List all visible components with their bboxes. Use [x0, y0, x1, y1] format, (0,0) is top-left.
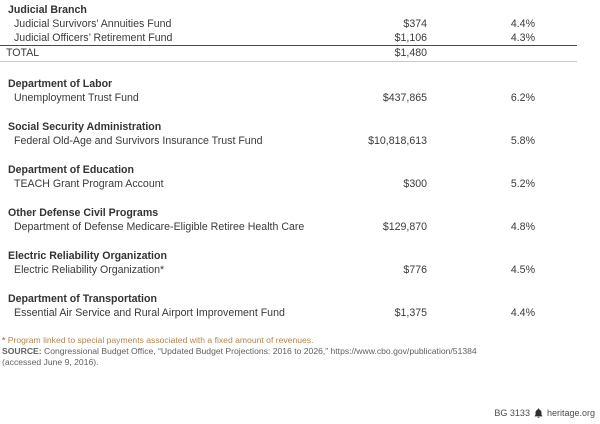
table-row: Judicial Survivors’ Annuities Fund $374 … [0, 17, 577, 31]
fund-percent: 4.3% [510, 32, 535, 44]
table-row: Federal Old-Age and Survivors Insurance … [0, 134, 577, 148]
fund-percent: 5.2% [510, 178, 535, 190]
table-row: Essential Air Service and Rural Airport … [0, 306, 577, 320]
fund-percent: 4.4% [510, 307, 535, 319]
fund-percent: 4.5% [510, 264, 535, 276]
section-other-defense-civil-programs: Other Defense Civil Programs Department … [0, 206, 577, 234]
section-department-of-transportation: Department of Transportation Essential A… [0, 292, 577, 320]
section-department-of-labor: Department of Labor Unemployment Trust F… [0, 77, 577, 105]
table-row: Unemployment Trust Fund $437,865 6.2% [0, 91, 577, 105]
section-header: Judicial Branch [8, 4, 87, 16]
asterisk-footnote-text: Program linked to special payments assoc… [5, 335, 314, 345]
table-row: Department of Defense Medicare-Eligible … [0, 220, 577, 234]
total-label: TOTAL [6, 47, 40, 59]
total-percent-empty [427, 46, 535, 61]
fund-percent: 4.4% [510, 18, 535, 30]
footnotes-block: * Program linked to special payments ass… [0, 335, 577, 368]
section-header: Social Security Administration [8, 121, 162, 133]
fund-amount: $300 [403, 178, 427, 190]
fund-amount: $1,375 [394, 307, 427, 319]
total-row: TOTAL $1,480 [0, 45, 577, 62]
section-social-security-administration: Social Security Administration Federal O… [0, 120, 577, 148]
section-judicial-branch: Judicial Branch Judicial Survivors’ Annu… [0, 3, 577, 62]
fund-label: Electric Reliability Organization* [14, 264, 165, 276]
section-header: Electric Reliability Organization [8, 250, 167, 262]
funds-table: Judicial Branch Judicial Survivors’ Annu… [0, 3, 577, 368]
fund-label: Unemployment Trust Fund [14, 92, 139, 104]
section-header: Department of Labor [8, 78, 113, 90]
section-electric-reliability-organization: Electric Reliability Organization Electr… [0, 249, 577, 277]
source-label: SOURCE: [2, 346, 42, 356]
source-text: Congressional Budget Office, “Updated Bu… [41, 346, 477, 356]
fund-amount: $374 [403, 18, 427, 30]
site-label: heritage.org [546, 408, 595, 418]
table-row: Judicial Officers’ Retirement Fund $1,10… [0, 31, 577, 45]
fund-amount: $129,870 [382, 221, 427, 233]
source-footnote: SOURCE: Congressional Budget Office, “Up… [2, 346, 577, 357]
fund-label: TEACH Grant Program Account [14, 178, 164, 190]
total-amount: $1,480 [394, 47, 427, 59]
fund-amount: $10,818,613 [368, 135, 427, 147]
fund-percent: 4.8% [510, 221, 535, 233]
table-row: Electric Reliability Organization* $776 … [0, 263, 577, 277]
fund-label: Federal Old-Age and Survivors Insurance … [14, 135, 263, 147]
source-footnote-line2: (accessed June 9, 2016). [2, 357, 99, 367]
section-department-of-education: Department of Education TEACH Grant Prog… [0, 163, 577, 191]
asterisk-footnote: * Program linked to special payments ass… [2, 335, 577, 346]
section-header: Department of Transportation [8, 293, 157, 305]
fund-amount: $776 [403, 264, 427, 276]
document-id: BG 3133 [494, 408, 530, 418]
fund-label: Judicial Officers’ Retirement Fund [14, 32, 173, 44]
section-header: Department of Education [8, 164, 134, 176]
fund-percent: 6.2% [510, 92, 535, 104]
section-header: Other Defense Civil Programs [8, 207, 159, 219]
figure-footer: BG 3133 heritage.org [494, 408, 595, 418]
fund-label: Department of Defense Medicare-Eligible … [14, 221, 307, 233]
fund-amount: $437,865 [382, 92, 427, 104]
fund-percent: 5.8% [510, 135, 535, 147]
heritage-bell-icon [534, 408, 543, 418]
asterisk-marker: * [2, 335, 6, 345]
fund-amount: $1,106 [394, 32, 427, 44]
table-row: TEACH Grant Program Account $300 5.2% [0, 177, 577, 191]
fund-label: Essential Air Service and Rural Airport … [14, 307, 285, 319]
fund-label: Judicial Survivors’ Annuities Fund [14, 18, 172, 30]
